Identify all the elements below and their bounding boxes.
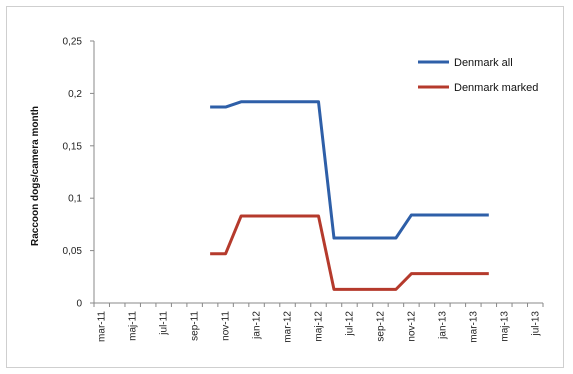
x-tick-label: maj-11 xyxy=(128,311,139,341)
x-tick-label: nov-12 xyxy=(406,311,417,342)
y-tick-label: 0,05 xyxy=(63,246,83,257)
chart-frame xyxy=(6,6,564,368)
y-tick-label: 0 xyxy=(76,299,82,310)
x-tick-label: maj-13 xyxy=(499,311,510,342)
x-tick-label: mar-11 xyxy=(97,311,108,342)
y-tick-label: 0,25 xyxy=(63,37,83,48)
series-line-2 xyxy=(210,214,489,291)
y-axis-title: Raccoon dogs/camera month xyxy=(30,106,41,246)
y-tick-label: 0,15 xyxy=(63,141,83,152)
x-tick-label: jan-13 xyxy=(437,311,448,340)
y-tick-label: 0,2 xyxy=(68,89,82,100)
axes: 0 0,05 0,1 0,15 0,2 0,25 mar-11 maj-11 jul-11 sep… xyxy=(63,37,544,343)
x-tick-label: nov-11 xyxy=(221,311,232,341)
x-tick-label: jan-12 xyxy=(252,311,263,340)
series-lines xyxy=(210,100,489,291)
x-tick-label: mar-12 xyxy=(283,311,294,343)
x-tick-label: jul-11 xyxy=(159,311,170,336)
y-tick-label: 0,1 xyxy=(68,194,82,205)
series-line-1 xyxy=(210,100,489,240)
x-tick-label: mar-13 xyxy=(468,311,479,343)
x-tick-label: sep-11 xyxy=(190,311,201,341)
x-tick-label: jul-13 xyxy=(530,311,541,337)
legend-label: Denmark all xyxy=(454,57,513,69)
x-tick-label: maj-12 xyxy=(314,311,325,342)
legend-label: Denmark marked xyxy=(454,82,538,94)
x-tick-label: jul-12 xyxy=(344,311,355,337)
legend: Denmark all Denmark marked xyxy=(418,57,538,94)
x-tick-label: sep-12 xyxy=(375,311,386,342)
